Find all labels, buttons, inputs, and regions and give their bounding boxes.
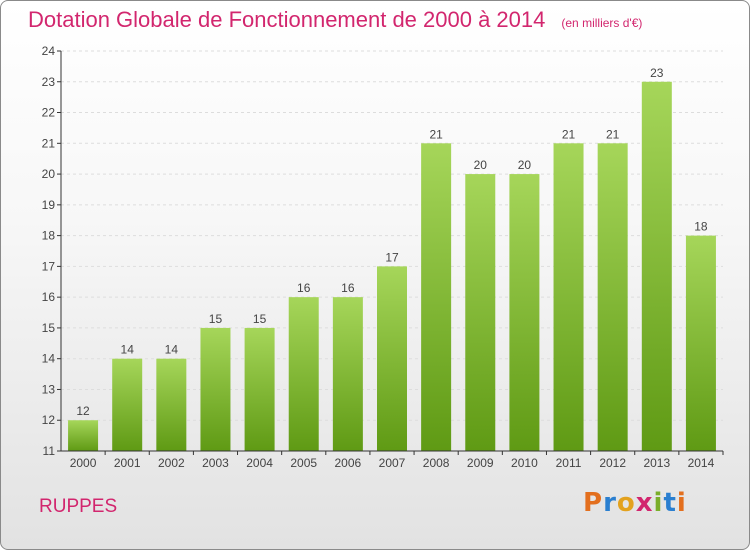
y-tick-label: 21 [42,136,56,150]
bar [156,358,187,451]
logo-letter: x [635,488,654,518]
x-tick-label: 2000 [70,456,97,470]
bars [68,81,716,452]
y-tick-label: 15 [42,321,56,335]
data-label: 20 [518,158,532,172]
bar [421,143,452,452]
bar [641,81,672,452]
data-label: 14 [165,343,179,357]
x-tick-label: 2003 [202,456,229,470]
x-tick-label: 2009 [467,456,494,470]
bar [244,327,275,451]
y-tick-label: 14 [42,352,56,366]
data-label: 15 [209,312,223,326]
data-label: 16 [341,281,355,295]
x-tick-label: 2012 [599,456,626,470]
x-tick-label: 2001 [114,456,141,470]
logo-letter: P [583,488,604,518]
bar [553,143,584,452]
y-tick-label: 24 [42,44,56,58]
bar [332,297,363,451]
logo-letter: t [663,488,677,518]
bar [509,174,540,452]
data-label: 21 [606,127,620,141]
x-tick-label: 2002 [158,456,185,470]
data-label: 17 [385,250,399,264]
x-tick-label: 2014 [688,456,715,470]
bar [377,266,407,451]
y-tick-label: 19 [42,198,56,212]
y-tick-label: 11 [43,444,56,458]
x-tick-label: 2004 [246,456,273,470]
bar [685,235,716,451]
commune-name: RUPPES [39,496,118,517]
y-tick-label: 18 [42,229,56,243]
data-label: 21 [429,127,443,141]
bar [112,358,143,451]
bar [597,143,628,452]
data-label: 18 [694,220,708,234]
x-tick-label: 2006 [335,456,362,470]
x-tick-label: 2008 [423,456,450,470]
x-tick-label: 2011 [556,456,582,470]
data-label: 16 [297,281,311,295]
data-label: 12 [76,404,90,418]
logo-letter: o [616,488,636,518]
chart-title: Dotation Globale de Fonctionnement de 20… [28,7,546,32]
y-tick-label: 17 [42,259,56,273]
data-label: 15 [253,312,267,326]
chart-subtitle: (en milliers d'€) [561,16,643,30]
bar [200,327,231,451]
y-tick-label: 23 [42,75,56,89]
y-tick-label: 13 [42,382,56,396]
logo-letter: r [603,488,617,518]
data-label: 20 [474,158,488,172]
axes [57,50,724,455]
bar [465,174,496,452]
logo-letter: i [653,488,664,518]
bar [288,297,319,451]
x-tick-label: 2013 [643,456,670,470]
y-tick-label: 22 [42,106,56,120]
x-tick-label: 2005 [290,456,317,470]
y-tick-label: 12 [42,413,56,427]
bar [68,420,99,451]
x-tick-label: 2007 [379,456,406,470]
x-tick-label: 2010 [511,456,538,470]
data-label: 21 [562,127,576,141]
y-tick-label: 16 [42,290,56,304]
logo-letter: i [676,488,687,518]
title-row: Dotation Globale de Fonctionnement de 20… [28,7,642,33]
data-label: 14 [121,343,135,357]
proxiti-logo: Proxiti [583,488,687,518]
labels: 11 12 13 14 15 16 17 18 19 20 21 22 23 24 2000 12 2001 14… [42,44,715,470]
y-tick-label: 20 [42,167,56,181]
data-label: 23 [650,66,664,80]
